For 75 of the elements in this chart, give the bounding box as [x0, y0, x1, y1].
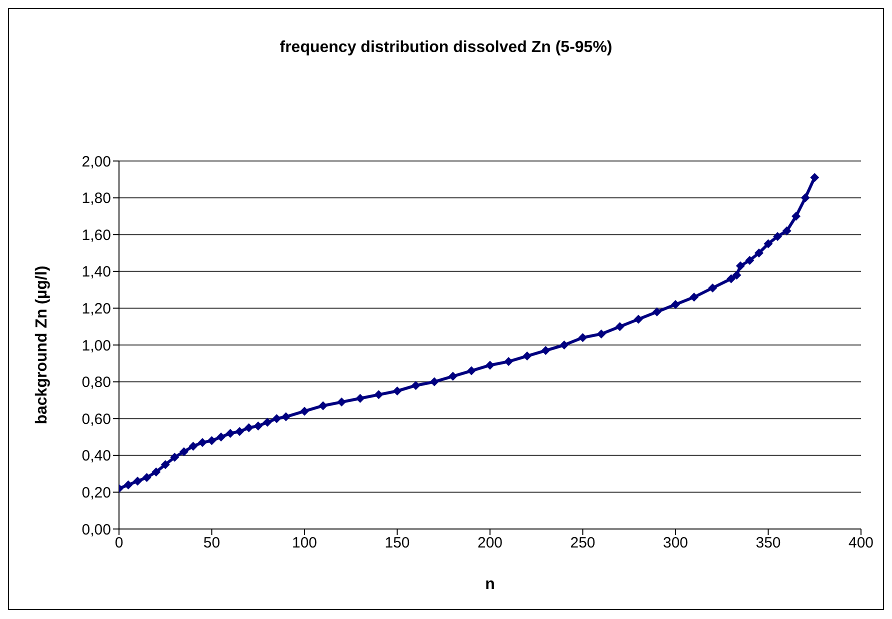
- point: [142, 472, 152, 482]
- x-tick-label: 250: [570, 534, 596, 552]
- point: [300, 406, 309, 416]
- point: [792, 212, 801, 221]
- x-tick-label: 300: [662, 534, 688, 552]
- y-tick-label: 0,80: [82, 374, 111, 392]
- point: [133, 476, 142, 486]
- point: [188, 442, 198, 451]
- point: [732, 270, 742, 280]
- y-tick-label: 1,60: [82, 226, 111, 244]
- point: [800, 193, 810, 202]
- point: [272, 414, 282, 424]
- point: [652, 307, 662, 316]
- point: [596, 329, 606, 338]
- point: [318, 401, 328, 410]
- point: [522, 352, 532, 361]
- point: [430, 377, 439, 386]
- point: [773, 232, 782, 241]
- point: [411, 380, 420, 390]
- point: [504, 357, 514, 366]
- point: [615, 322, 624, 332]
- y-tick-label: 1,20: [82, 300, 111, 318]
- y-tick-label: 0,40: [82, 448, 111, 465]
- point: [198, 438, 207, 448]
- x-tick-label: 350: [756, 534, 781, 552]
- point: [634, 314, 643, 324]
- point: [782, 226, 792, 236]
- point: [541, 346, 550, 356]
- point: [374, 390, 384, 400]
- point: [226, 428, 235, 438]
- point: [448, 372, 458, 381]
- chart-title: frequency distribution dissolved Zn (5-95%): [278, 39, 614, 57]
- y-tick-label: 0,00: [82, 521, 111, 538]
- point: [281, 412, 290, 422]
- x-tick-label: 50: [203, 534, 220, 552]
- point: [124, 480, 133, 490]
- point: [736, 261, 745, 270]
- x-tick-label: 400: [848, 534, 874, 552]
- point: [466, 366, 476, 376]
- point: [262, 418, 272, 427]
- point: [235, 426, 244, 436]
- point: [356, 394, 365, 403]
- y-axis-title: background Zn (µg/l): [34, 266, 51, 424]
- y-tick-label: 0,60: [82, 410, 111, 428]
- point: [560, 340, 569, 350]
- point: [337, 398, 346, 407]
- point: [207, 436, 216, 446]
- x-tick-label: 0: [114, 534, 124, 552]
- y-tick-label: 2,00: [82, 153, 111, 170]
- point: [160, 460, 170, 470]
- point: [179, 447, 188, 456]
- point: [810, 173, 820, 182]
- y-tick-label: 1,00: [82, 337, 111, 354]
- point: [170, 452, 180, 462]
- point: [486, 360, 494, 370]
- x-tick-label: 150: [384, 534, 410, 552]
- point: [745, 256, 754, 265]
- point: [690, 292, 699, 302]
- point: [392, 386, 402, 396]
- point: [152, 467, 161, 476]
- point: [754, 248, 764, 258]
- y-tick-label: 1,80: [82, 190, 111, 208]
- x-axis-title: n: [485, 576, 495, 593]
- point: [671, 300, 680, 310]
- y-tick-label: 1,40: [82, 264, 111, 281]
- point: [244, 423, 254, 432]
- x-tick-label: 100: [292, 534, 318, 552]
- point: [216, 432, 226, 442]
- y-tick-label: 0,20: [82, 484, 111, 502]
- point: [578, 333, 588, 342]
- x-tick-label: 200: [477, 534, 503, 552]
- point: [708, 283, 718, 292]
- point: [726, 274, 736, 284]
- point: [254, 421, 263, 430]
- point: [764, 239, 773, 248]
